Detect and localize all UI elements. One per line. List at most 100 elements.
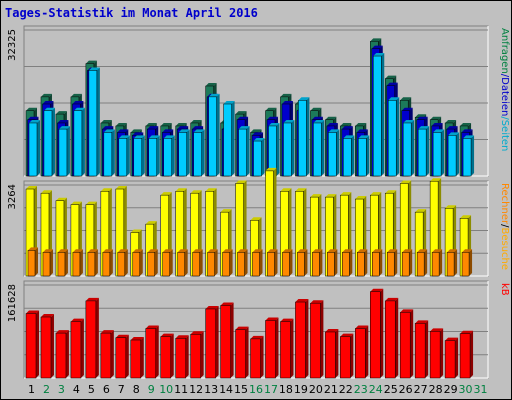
x-tick-label-day-19: 19 xyxy=(294,383,308,396)
bar-kb-day-21 xyxy=(325,328,339,379)
bar-rechner-day-4 xyxy=(72,249,83,277)
x-tick-label-day-16: 16 xyxy=(249,383,263,396)
bar-kb-day-1 xyxy=(25,310,39,379)
x-tick-label-day-26: 26 xyxy=(399,383,413,396)
x-tick-label-day-28: 28 xyxy=(429,383,443,396)
bar-kb-day-6 xyxy=(100,330,114,379)
x-tick-label-day-25: 25 xyxy=(384,383,398,396)
x-tick-label-day-1: 1 xyxy=(28,383,35,396)
x-tick-label-day-3: 3 xyxy=(58,383,65,396)
bar-kb-day-3 xyxy=(55,330,69,379)
x-tick-label-day-2: 2 xyxy=(43,383,50,396)
bar-rechner-day-26 xyxy=(401,249,413,277)
bar-rechner-day-20 xyxy=(312,249,323,277)
panel-top-legend-entry-2: /Seiten xyxy=(499,116,510,151)
bar-seiten-day-20 xyxy=(313,119,325,177)
panel-middle-ymax-label: 3264 xyxy=(7,184,18,209)
bar-seiten-day-7 xyxy=(118,135,130,177)
bar-kb-day-7 xyxy=(115,334,129,379)
bar-rechner-day-29 xyxy=(446,249,458,277)
bar-seiten-day-4 xyxy=(73,107,85,177)
bar-seiten-day-9 xyxy=(148,135,160,177)
bar-kb-day-28 xyxy=(429,328,444,379)
bar-seiten-day-11 xyxy=(178,129,190,177)
bar-kb-day-24 xyxy=(370,288,384,379)
x-tick-label-day-4: 4 xyxy=(73,383,80,396)
x-tick-label-day-8: 8 xyxy=(133,383,140,396)
bar-rechner-day-15 xyxy=(237,249,248,277)
bar-rechner-day-16 xyxy=(252,249,263,277)
bar-seiten-day-23 xyxy=(358,135,370,177)
bar-kb-day-30 xyxy=(459,330,474,379)
panel-top-ymax-label: 32325 xyxy=(7,29,18,61)
x-tick-label-day-31: 31 xyxy=(474,383,488,396)
bar-kb-day-29 xyxy=(444,337,459,379)
bar-rechner-day-18 xyxy=(282,249,293,277)
x-tick-label-day-17: 17 xyxy=(264,383,278,396)
bar-seiten-day-26 xyxy=(402,119,415,177)
bar-seiten-day-19 xyxy=(298,97,310,177)
bar-seiten-day-27 xyxy=(417,126,430,177)
x-tick-label-day-9: 9 xyxy=(148,383,155,396)
bar-kb-day-26 xyxy=(399,309,414,379)
bar-seiten-day-6 xyxy=(103,129,115,177)
bar-kb-day-12 xyxy=(190,331,204,379)
bar-seiten-day-15 xyxy=(238,126,250,177)
bar-kb-day-27 xyxy=(414,320,429,379)
bar-seiten-day-13 xyxy=(208,93,220,177)
x-tick-label-day-12: 12 xyxy=(189,383,203,396)
bar-rechner-day-1 xyxy=(27,247,38,277)
bar-rechner-day-19 xyxy=(297,249,308,277)
bar-rechner-day-12 xyxy=(192,249,203,277)
x-tick-label-day-30: 30 xyxy=(459,383,473,396)
bar-kb-day-16 xyxy=(250,335,264,379)
bar-rechner-day-27 xyxy=(416,249,428,277)
bar-seiten-day-24 xyxy=(373,53,385,177)
x-tick-label-day-24: 24 xyxy=(369,383,383,396)
x-tick-label-day-15: 15 xyxy=(234,383,248,396)
x-tick-label-day-7: 7 xyxy=(118,383,125,396)
bar-seiten-day-12 xyxy=(193,129,205,177)
bar-rechner-day-8 xyxy=(132,249,143,277)
bar-rechner-day-7 xyxy=(117,249,128,277)
x-tick-label-day-27: 27 xyxy=(414,383,428,396)
bar-seiten-day-10 xyxy=(163,135,175,177)
bar-rechner-day-3 xyxy=(57,249,68,277)
bar-rechner-day-6 xyxy=(102,249,113,277)
bar-rechner-day-23 xyxy=(357,249,368,277)
bar-rechner-day-21 xyxy=(327,249,338,277)
bar-rechner-day-28 xyxy=(431,249,443,277)
bar-kb-day-14 xyxy=(220,302,234,379)
bar-seiten-day-21 xyxy=(328,129,340,177)
panel-middle-legend-entry-1: / xyxy=(499,224,510,228)
bar-rechner-day-13 xyxy=(207,249,218,277)
bar-kb-day-9 xyxy=(145,325,159,379)
bar-seiten-day-30 xyxy=(462,135,475,177)
panel-middle-legend-entry-2: Besuche xyxy=(499,227,510,270)
bar-seiten-day-14 xyxy=(223,101,235,177)
bar-seiten-day-1 xyxy=(28,119,40,177)
bar-rechner-day-5 xyxy=(87,249,98,277)
bar-kb-day-8 xyxy=(130,337,144,379)
x-tick-label-day-10: 10 xyxy=(159,383,173,396)
panel-bottom-legend-entry-0: kB xyxy=(499,283,510,296)
x-tick-label-day-5: 5 xyxy=(88,383,95,396)
bar-rechner-day-25 xyxy=(386,249,398,277)
bar-kb-day-18 xyxy=(280,318,294,379)
bar-kb-day-11 xyxy=(175,335,189,379)
bar-kb-day-13 xyxy=(205,305,219,379)
bar-rechner-day-22 xyxy=(342,249,353,277)
panel-bottom-ymax-label: 161628 xyxy=(7,284,18,322)
bar-seiten-day-28 xyxy=(432,129,445,177)
bar-seiten-day-25 xyxy=(387,97,400,177)
bar-seiten-day-22 xyxy=(343,135,355,177)
x-tick-label-day-14: 14 xyxy=(219,383,233,396)
x-tick-label-day-6: 6 xyxy=(103,383,110,396)
bar-kb-day-10 xyxy=(160,333,174,379)
bar-rechner-day-11 xyxy=(177,249,188,277)
x-tick-label-day-22: 22 xyxy=(339,383,353,396)
x-tick-label-day-20: 20 xyxy=(309,383,323,396)
bar-kb-day-15 xyxy=(235,326,249,379)
bar-rechner-day-17 xyxy=(267,249,278,277)
